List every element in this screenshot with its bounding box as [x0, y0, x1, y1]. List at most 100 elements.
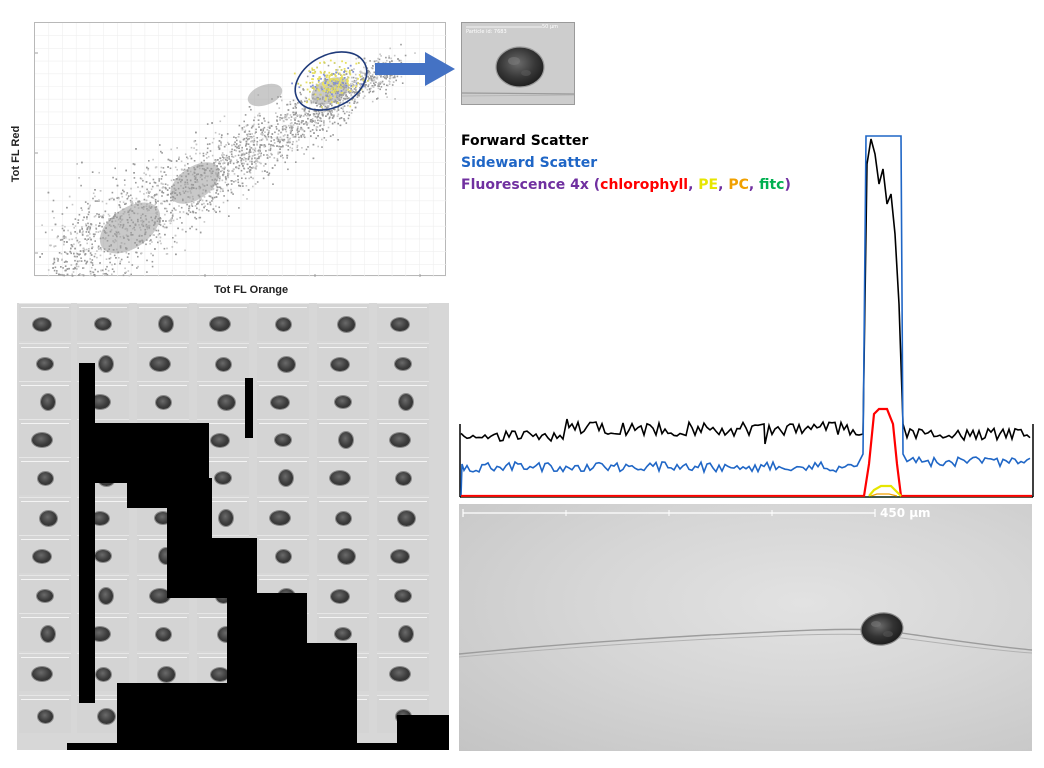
gallery-cell-line [199, 461, 247, 462]
gallery-cell [19, 575, 71, 613]
gallery-particle [399, 626, 413, 642]
gallery-cell-line [79, 617, 127, 618]
gallery-cell-line [319, 579, 367, 580]
scale-bar-label: 450 µm [880, 506, 931, 520]
gallery-particle [99, 356, 113, 372]
gallery-cell-line [379, 501, 427, 502]
gallery-cell [377, 497, 429, 535]
gallery-cell [257, 381, 309, 419]
gallery-particle [157, 666, 175, 682]
chlorophyll-line [461, 407, 1032, 498]
gallery-cell-line [21, 385, 69, 386]
gallery-particle [390, 433, 410, 447]
gallery-particle [210, 317, 230, 331]
gallery-cell-line [21, 617, 69, 618]
gallery-cell-line [199, 347, 247, 348]
gallery-cell-line [21, 699, 69, 700]
gallery-cell [317, 575, 369, 613]
gallery-cell-line [79, 579, 127, 580]
gallery-empty-region [79, 363, 95, 703]
gallery-cell [257, 343, 309, 381]
gallery-cell [137, 381, 189, 419]
gallery-cell-line [319, 307, 367, 308]
gallery-cell [317, 419, 369, 457]
gallery-cell-line [379, 579, 427, 580]
gallery-particle [91, 511, 109, 525]
gallery-particle [335, 396, 351, 408]
gallery-particle [337, 548, 355, 564]
gallery-particle [150, 589, 170, 603]
gallery-particle [215, 357, 231, 371]
gallery-cell-line [379, 461, 427, 462]
gallery-cell-line [379, 307, 427, 308]
gallery-cell [377, 381, 429, 419]
gallery-cell-line [259, 461, 307, 462]
gallery-cell-line [139, 347, 187, 348]
gallery-particle [275, 317, 291, 331]
gallery-cell-line [139, 579, 187, 580]
gallery-cell [257, 457, 309, 495]
gallery-cell [19, 613, 71, 651]
legend-pe: PE [698, 177, 719, 193]
gallery-cell-line [21, 307, 69, 308]
gallery-cell [257, 497, 309, 535]
legend-fluorescence-prefix: Fluorescence 4x ( [461, 177, 601, 193]
gallery-cell-line [199, 657, 247, 658]
pe-line [868, 484, 902, 497]
gallery-particle [395, 358, 411, 370]
gallery-cell-line [319, 501, 367, 502]
gallery-cell-line [379, 539, 427, 540]
gallery-empty-region [197, 538, 257, 598]
gallery-particle [217, 394, 235, 410]
gallery-cell-line [199, 501, 247, 502]
particle-id-label: Particle id: 7683 [466, 29, 507, 35]
gallery-cell [377, 653, 429, 691]
gallery-cell-line [379, 347, 427, 348]
gallery-cell [377, 303, 429, 341]
gallery-particle [39, 510, 57, 526]
gallery-cell [257, 535, 309, 573]
gallery-cell [137, 613, 189, 651]
gallery-cell-line [139, 307, 187, 308]
gallery-cell-line [259, 579, 307, 580]
gallery-particle [391, 317, 409, 331]
legend-forward-scatter: Forward Scatter [461, 133, 589, 149]
gallery-particle [397, 510, 415, 526]
gallery-cell-line [379, 385, 427, 386]
gallery-cell-line [21, 579, 69, 580]
gallery-cell [19, 419, 71, 457]
gallery-cell-line [319, 539, 367, 540]
gallery-cell [137, 303, 189, 341]
gallery-particle [279, 470, 293, 486]
gallery-cell-line [379, 699, 427, 700]
gallery-cell-line [21, 347, 69, 348]
gallery-cell [19, 457, 71, 495]
legend-separator: , [748, 177, 760, 193]
gallery-cell-line [259, 347, 307, 348]
gallery-particle [277, 356, 295, 372]
gallery-cell [197, 343, 249, 381]
gallery-particle [37, 358, 53, 370]
gallery-particle [41, 394, 55, 410]
gallery-empty-region [397, 715, 449, 750]
gallery-particle [99, 588, 113, 604]
gallery-cell [317, 381, 369, 419]
gallery-particle [270, 511, 290, 525]
gallery-particle [399, 394, 413, 410]
forward-scatter-line [460, 138, 1031, 445]
gallery-particle [275, 434, 291, 446]
gallery-cell-line [199, 385, 247, 386]
gallery-cell-line [199, 423, 247, 424]
gallery-cell-line [319, 461, 367, 462]
gallery-particle [90, 627, 110, 641]
gallery-cell [377, 613, 429, 651]
gallery-particle [211, 667, 229, 681]
gallery-particle [90, 395, 110, 409]
gallery-cell [317, 457, 369, 495]
gallery-particle [390, 667, 410, 681]
gallery-particle [37, 709, 53, 723]
gallery-particle [95, 318, 111, 330]
gallery-cell [19, 695, 71, 733]
sideward-scatter-line [460, 135, 1031, 497]
legend-suffix: ) [784, 177, 791, 193]
